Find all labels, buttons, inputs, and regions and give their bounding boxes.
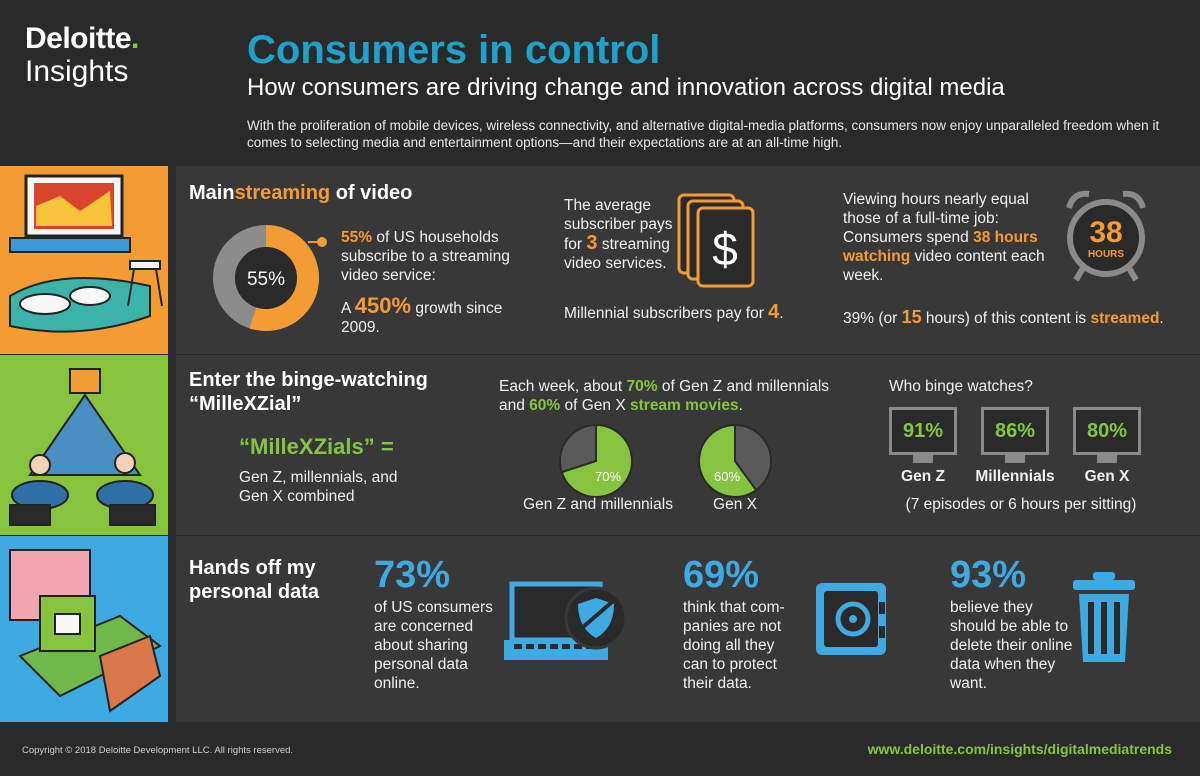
streamed-stat: 39% (or 15 hours) of this content is str…: [843, 308, 1193, 328]
donut-chart: 55%: [213, 225, 327, 331]
page-subtitle: How consumers are driving change and inn…: [247, 74, 1005, 101]
house-illustration: [9, 549, 162, 713]
viewing-hours-stat: Viewing hours nearly equal those of a fu…: [843, 190, 1058, 285]
brand-dot: .: [131, 22, 139, 55]
dollar-sign: $: [712, 223, 738, 275]
concern-value: 73%: [374, 554, 451, 596]
donut-hole: [235, 247, 297, 309]
pie-label-gen-z-millennials: Gen Z and millennials: [523, 496, 673, 513]
brand-logo: Deloitte.: [25, 22, 139, 56]
hours-post: video content each week.: [843, 248, 1045, 284]
stream-pre: 39% (or: [843, 310, 902, 327]
weekly-pre: Each week, about: [499, 378, 627, 395]
weekly-value-1: 70%: [626, 378, 658, 395]
binge-note: (7 episodes or 6 hours per sitting): [905, 496, 1137, 513]
stream-value: 15: [901, 307, 922, 327]
section-binge: Enter the binge-watching “MilleXZial” “M…: [176, 355, 1200, 535]
title-part: of video: [330, 182, 413, 204]
clock-unit: HOURS: [1088, 249, 1124, 260]
clock-number: 38: [1089, 216, 1122, 249]
binge-monitor-millennials: 86%: [981, 407, 1049, 455]
avg-post: streaming video services.: [564, 236, 670, 272]
pie-gen-z-millennials: 70%: [559, 423, 633, 498]
monitor-stand: [1005, 455, 1025, 463]
pie-label-gen-x: Gen X: [713, 496, 757, 513]
dollar-cards-icon: $: [677, 193, 755, 288]
footer-link[interactable]: www.deloitte.com/insights/digitalmediatr…: [867, 741, 1172, 757]
monitor-stand: [913, 455, 933, 463]
binge-watchers-illustration: [9, 368, 156, 526]
section-mainstreaming: Mainstreaming of video 55% 55% of US hou…: [176, 166, 1200, 354]
trash-can-icon: [1073, 572, 1135, 662]
intro-text: With the proliferation of mobile devices…: [247, 118, 1160, 150]
donut-arc: [213, 225, 319, 331]
average-subscriptions: The average subscriber pays for 3 stream…: [564, 196, 674, 273]
brand-name: Deloitte: [25, 22, 132, 55]
avg-value: 3: [586, 232, 598, 254]
laptop-shield-icon: [504, 581, 628, 660]
brand-sub: Insights: [25, 55, 129, 88]
page-title: Consumers in control: [247, 28, 661, 72]
binge-label-gen-x: Gen X: [1084, 468, 1130, 485]
alarm-clock-icon: 38 HOURS: [1066, 190, 1146, 282]
mill-post: .: [779, 305, 784, 322]
copyright: Copyright © 2018 Deloitte Development LL…: [22, 745, 294, 756]
stream-highlight: streamed: [1090, 310, 1160, 327]
pie-value-label: 70%: [595, 469, 621, 484]
section3-title: Hands off my personal data: [189, 557, 320, 603]
protection-text: think that com-panies are not doing all …: [683, 599, 785, 692]
stream-post: .: [1159, 310, 1164, 327]
growth-stat: A 450% growth since 2009.: [341, 293, 511, 337]
mill-value: 4: [768, 301, 780, 323]
hours-pre: Viewing hours nearly equal those of a fu…: [843, 191, 1029, 246]
growth-value: 450%: [354, 293, 412, 318]
millexzials-definition: Gen Z, millennials, and Gen X combined: [239, 469, 398, 505]
section1-title: Mainstreaming of video: [189, 181, 412, 205]
weekly-mid-2: of Gen X: [560, 397, 630, 414]
growth-pre: A: [341, 300, 355, 317]
binge-monitor-gen-z: 91%: [889, 407, 957, 455]
section1-illustration: [0, 166, 168, 354]
households-text: of US households subscribe to a streamin…: [341, 229, 510, 284]
binge-label-millennials: Millennials: [975, 468, 1055, 485]
monitor-stand: [1097, 455, 1117, 463]
mill-pre: Millennial subscribers pay for: [564, 305, 769, 322]
section-personal-data: Hands off my personal data 73% of US con…: [176, 536, 1200, 722]
households-value: 55%: [341, 229, 373, 246]
weekly-value-2: 60%: [529, 397, 561, 414]
millexzials-title: “MilleXZials” =: [239, 434, 394, 459]
binge-monitor-gen-x: 80%: [1073, 407, 1141, 455]
donut-label: 55%: [247, 269, 285, 290]
title-highlight: streaming: [234, 182, 331, 204]
section2-title: Enter the binge-watching “MilleXZial”: [189, 369, 428, 415]
millennial-stat: Millennial subscribers pay for 4.: [564, 301, 824, 323]
protection-value: 69%: [683, 554, 760, 596]
concern-text: of US consumers are concerned about shar…: [374, 599, 493, 692]
section3-illustration: [0, 536, 168, 722]
tv-couch-illustration: [9, 174, 163, 333]
safe-icon: [816, 583, 886, 655]
pie-slice: [560, 423, 633, 498]
binge-label-gen-z: Gen Z: [901, 468, 945, 485]
weekly-post: .: [738, 397, 743, 414]
binge-question: Who binge watches?: [889, 378, 1033, 395]
growth-post: growth since 2009.: [341, 300, 503, 336]
weekly-stat: Each week, about 70% of Gen Z and millen…: [499, 377, 859, 415]
hours-value: 38 hours watching: [843, 229, 1038, 265]
section2-illustration: [0, 355, 168, 535]
households-stat: 55% of US households subscribe to a stre…: [341, 228, 531, 285]
weekly-highlight: stream movies: [630, 397, 739, 414]
donut-pointer-dot: [317, 237, 327, 247]
pie-value-label: 60%: [714, 469, 740, 484]
pie-gen-x: 60%: [698, 423, 772, 498]
pie-slice: [698, 423, 758, 498]
stream-mid: hours) of this content is: [921, 310, 1091, 327]
delete-text: believe they should be able to delete th…: [950, 599, 1073, 692]
avg-pre: The average subscriber pays for: [564, 197, 673, 253]
title-part: Main: [189, 182, 235, 204]
delete-value: 93%: [950, 554, 1027, 596]
weekly-mid-1: of Gen Z and millennials and: [499, 378, 830, 414]
